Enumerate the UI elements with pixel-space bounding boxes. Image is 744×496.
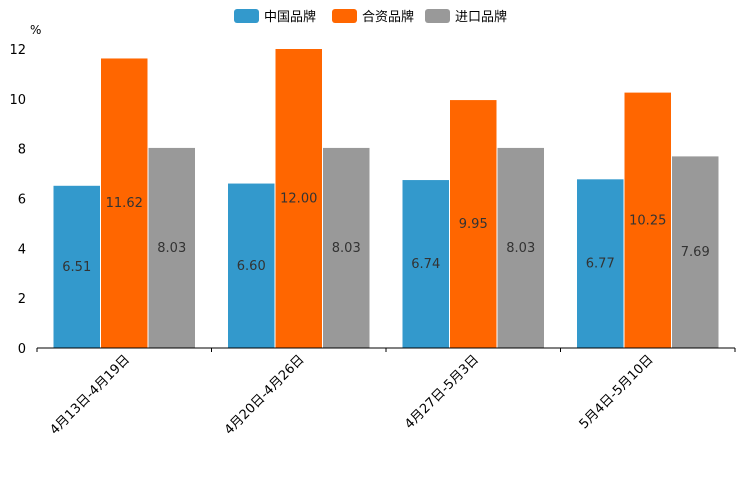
legend-swatch	[425, 9, 450, 23]
y-axis: 0 2 4 6 8 10 12	[9, 43, 26, 357]
bar	[148, 147, 195, 348]
bar	[323, 147, 370, 348]
x-tick-label: 4月20日-4月26日	[222, 352, 308, 438]
bar	[497, 147, 544, 348]
legend-label: 中国品牌	[264, 9, 316, 25]
bar	[101, 58, 148, 349]
legend-swatch	[332, 9, 357, 23]
y-tick-label: 8	[18, 143, 26, 158]
bar	[450, 100, 497, 349]
y-axis-unit-label: %	[30, 23, 41, 37]
data-label: 8.03	[157, 241, 186, 256]
bar	[672, 156, 719, 348]
bar	[624, 92, 671, 349]
bar	[402, 180, 449, 348]
legend-label: 进口品牌	[455, 9, 507, 25]
y-tick-label: 10	[9, 93, 26, 108]
data-label: 8.03	[332, 241, 361, 256]
data-label: 7.69	[681, 245, 710, 260]
data-label: 12.00	[280, 192, 317, 207]
legend-label: 合资品牌	[362, 9, 414, 25]
bar	[53, 185, 100, 348]
data-label: 11.62	[106, 196, 143, 211]
bar	[577, 179, 624, 348]
bars	[53, 49, 719, 349]
x-tick-label: 4月27日-5月3日	[402, 352, 482, 432]
bar	[228, 183, 275, 348]
x-axis: 4月13日-4月19日 4月20日-4月26日 4月27日-5月3日 5月4日-5月1…	[36, 347, 736, 438]
y-tick-label: 0	[18, 342, 26, 357]
data-label: 6.60	[237, 259, 266, 274]
data-label: 6.74	[411, 257, 440, 272]
y-tick-label: 2	[18, 292, 26, 307]
data-label: 9.95	[459, 217, 488, 232]
x-tick-label: 5月4日-5月10日	[577, 352, 657, 432]
data-label: 6.51	[62, 260, 91, 275]
y-tick-label: 6	[18, 193, 26, 208]
data-label: 10.25	[629, 213, 666, 228]
data-label: 8.03	[506, 241, 535, 256]
y-tick-label: 12	[9, 43, 26, 58]
y-tick-label: 4	[18, 242, 26, 257]
data-labels: 6.51 11.62 8.03 6.60 12.00 8.03 6.74 9.95 8.03 6.…	[62, 192, 709, 275]
legend: 中国品牌 合资品牌 进口品牌	[234, 9, 507, 25]
legend-swatch	[234, 9, 259, 23]
x-tick-label: 4月13日-4月19日	[47, 352, 133, 438]
bar	[275, 49, 322, 348]
data-label: 6.77	[586, 257, 615, 272]
